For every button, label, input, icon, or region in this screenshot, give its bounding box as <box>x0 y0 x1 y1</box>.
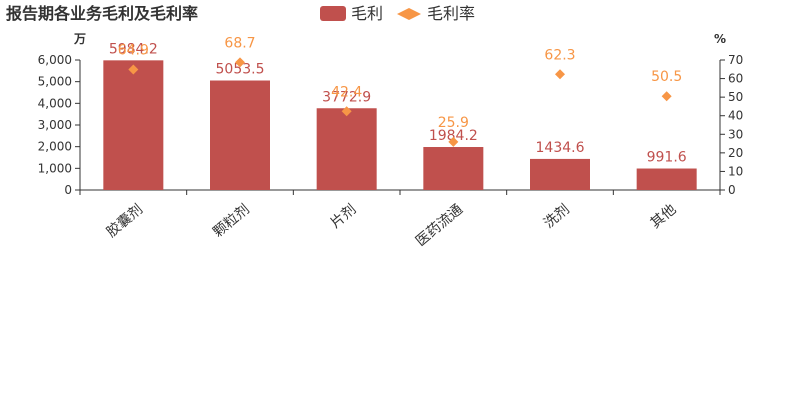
x-axis-category-label: 医药流通 <box>413 201 466 249</box>
right-axis-tick-label: 30 <box>728 127 743 141</box>
left-axis-tick-label: 3,000 <box>38 118 72 132</box>
left-axis-unit: 万 <box>73 32 86 46</box>
legend-item-gross-margin[interactable]: 毛利率 <box>397 4 475 23</box>
margin-point[interactable] <box>128 64 139 75</box>
margin-value-label: 42.4 <box>331 84 362 100</box>
margin-value-label: 68.7 <box>224 35 255 51</box>
right-y-axis: 0 10 20 30 40 50 60 70 <box>719 53 743 197</box>
legend-label-gross-margin: 毛利率 <box>427 4 475 23</box>
chart-title: 报告期各业务毛利及毛利率 <box>6 4 198 23</box>
bar-value-label: 5984.2 <box>109 41 158 57</box>
bar-value-label: 3772.9 <box>322 89 371 105</box>
left-axis-tick-label: 4,000 <box>38 96 72 110</box>
margin-value-label: 62.3 <box>544 47 575 63</box>
left-axis-tick-label: 5,000 <box>38 75 72 89</box>
bar-gross-profit[interactable] <box>636 168 697 190</box>
bar-gross-profit[interactable] <box>530 158 590 190</box>
left-axis-tick-label: 1,000 <box>38 161 72 175</box>
right-axis-tick-label: 70 <box>728 53 743 67</box>
bar-value-label: 1984.2 <box>429 128 478 144</box>
bar-value-label: 991.6 <box>647 150 687 166</box>
x-axis-category-label: 洗剂 <box>541 201 573 231</box>
margin-point[interactable] <box>235 57 245 68</box>
legend: 毛利 毛利率 <box>320 4 475 23</box>
legend-label-gross-profit: 毛利 <box>351 4 383 23</box>
margin-series <box>128 57 672 147</box>
right-axis-tick-label: 20 <box>728 146 743 160</box>
margin-point[interactable] <box>341 106 352 117</box>
x-axis: 胶囊剂 颗粒剂 片剂 医药流通 洗剂 其他 <box>79 189 721 250</box>
x-axis-category-label: 颗粒剂 <box>210 201 252 240</box>
left-axis-tick-label: 6,000 <box>38 53 72 67</box>
bar-gross-profit[interactable] <box>316 108 377 190</box>
right-axis-tick-label: 50 <box>728 90 743 104</box>
legend-swatch-gross-profit <box>320 6 346 21</box>
legend-item-gross-profit[interactable]: 毛利 <box>320 4 383 23</box>
left-axis-tick-label: 0 <box>64 183 72 197</box>
right-axis-unit: % <box>714 32 726 46</box>
bar-gross-profit[interactable] <box>423 147 484 190</box>
margin-data-labels: 64.9 68.7 42.4 25.9 62.3 50.5 <box>118 35 683 130</box>
x-axis-category-label: 其他 <box>648 201 680 231</box>
x-axis-category-label: 片剂 <box>328 201 360 231</box>
margin-value-label: 50.5 <box>651 69 682 85</box>
margin-value-label: 25.9 <box>438 115 469 131</box>
x-axis-category-label: 胶囊剂 <box>103 201 146 241</box>
right-axis-tick-label: 60 <box>728 72 743 86</box>
bar-series <box>103 60 697 191</box>
bar-value-label: 5053.5 <box>216 62 265 78</box>
bar-data-labels: 5984.2 5053.5 3772.9 1984.2 1434.6 991.6 <box>109 41 687 165</box>
margin-point[interactable] <box>555 69 565 80</box>
left-y-axis: 0 1,000 2,000 3,000 4,000 5,000 6,000 <box>38 53 81 197</box>
right-axis-tick-label: 40 <box>728 109 743 123</box>
margin-point[interactable] <box>448 136 459 147</box>
bar-gross-profit[interactable] <box>103 60 164 191</box>
legend-swatch-gross-margin <box>397 8 421 20</box>
margin-value-label: 64.9 <box>118 42 149 58</box>
margin-point[interactable] <box>661 91 672 102</box>
left-axis-tick-label: 2,000 <box>38 140 72 154</box>
right-axis-tick-label: 10 <box>728 164 743 178</box>
bar-gross-profit[interactable] <box>210 80 270 190</box>
right-axis-tick-label: 0 <box>728 183 736 197</box>
bar-value-label: 1434.6 <box>536 140 585 156</box>
